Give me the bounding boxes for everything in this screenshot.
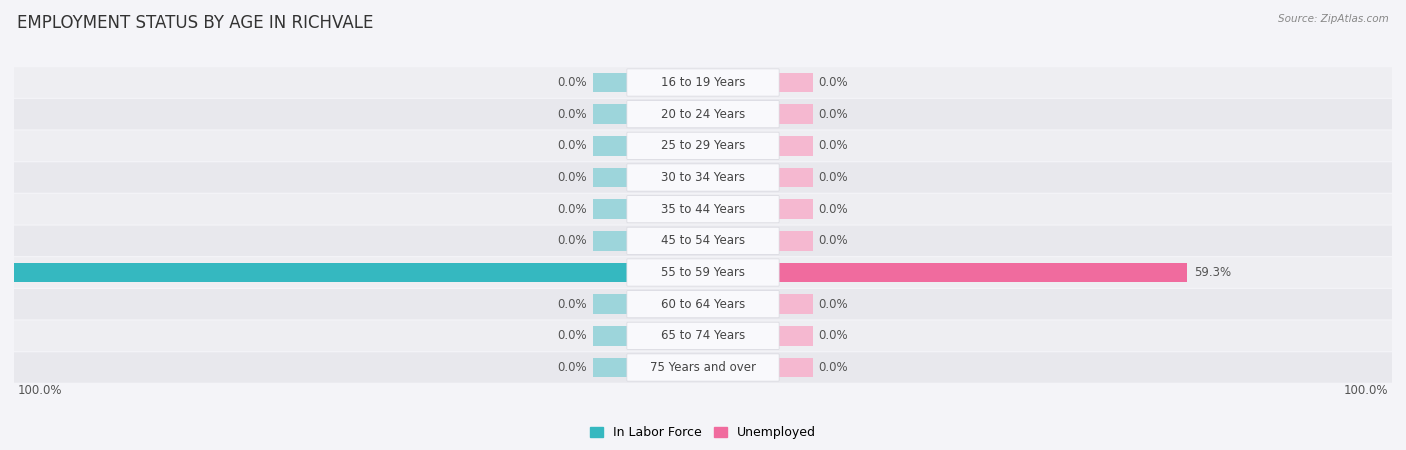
Text: 0.0%: 0.0% bbox=[818, 202, 848, 216]
Legend: In Labor Force, Unemployed: In Labor Force, Unemployed bbox=[585, 422, 821, 445]
FancyBboxPatch shape bbox=[627, 354, 779, 381]
FancyBboxPatch shape bbox=[14, 162, 1392, 193]
Text: 100.0%: 100.0% bbox=[17, 384, 62, 397]
FancyBboxPatch shape bbox=[627, 100, 779, 128]
Bar bbox=[779, 326, 813, 346]
Bar bbox=[779, 263, 1187, 282]
Text: 0.0%: 0.0% bbox=[818, 234, 848, 248]
Bar bbox=[593, 326, 627, 346]
Text: 0.0%: 0.0% bbox=[818, 297, 848, 310]
Bar bbox=[593, 168, 627, 187]
FancyBboxPatch shape bbox=[14, 99, 1392, 129]
Text: 0.0%: 0.0% bbox=[558, 171, 588, 184]
FancyBboxPatch shape bbox=[14, 130, 1392, 161]
Text: 75 Years and over: 75 Years and over bbox=[650, 361, 756, 374]
Text: 0.0%: 0.0% bbox=[818, 171, 848, 184]
FancyBboxPatch shape bbox=[14, 257, 1392, 288]
FancyBboxPatch shape bbox=[627, 227, 779, 254]
Bar bbox=[593, 358, 627, 377]
FancyBboxPatch shape bbox=[14, 289, 1392, 320]
FancyBboxPatch shape bbox=[627, 196, 779, 223]
Bar bbox=[593, 199, 627, 219]
FancyBboxPatch shape bbox=[627, 164, 779, 191]
FancyBboxPatch shape bbox=[14, 225, 1392, 256]
FancyBboxPatch shape bbox=[14, 68, 1392, 98]
Text: 0.0%: 0.0% bbox=[818, 140, 848, 153]
Text: 60 to 64 Years: 60 to 64 Years bbox=[661, 297, 745, 310]
Bar bbox=[593, 294, 627, 314]
Text: 20 to 24 Years: 20 to 24 Years bbox=[661, 108, 745, 121]
Text: 0.0%: 0.0% bbox=[558, 297, 588, 310]
Text: 35 to 44 Years: 35 to 44 Years bbox=[661, 202, 745, 216]
Bar bbox=[593, 104, 627, 124]
Text: 0.0%: 0.0% bbox=[818, 329, 848, 342]
Bar bbox=[779, 136, 813, 156]
Bar bbox=[779, 168, 813, 187]
Text: 100.0%: 100.0% bbox=[1344, 384, 1389, 397]
Text: 45 to 54 Years: 45 to 54 Years bbox=[661, 234, 745, 248]
Text: 0.0%: 0.0% bbox=[818, 361, 848, 374]
Bar bbox=[779, 294, 813, 314]
Bar bbox=[779, 104, 813, 124]
Text: 16 to 19 Years: 16 to 19 Years bbox=[661, 76, 745, 89]
FancyBboxPatch shape bbox=[14, 321, 1392, 351]
Text: EMPLOYMENT STATUS BY AGE IN RICHVALE: EMPLOYMENT STATUS BY AGE IN RICHVALE bbox=[17, 14, 373, 32]
FancyBboxPatch shape bbox=[627, 259, 779, 286]
Bar bbox=[779, 73, 813, 92]
FancyBboxPatch shape bbox=[14, 352, 1392, 382]
Text: 65 to 74 Years: 65 to 74 Years bbox=[661, 329, 745, 342]
FancyBboxPatch shape bbox=[627, 132, 779, 159]
Bar bbox=[779, 358, 813, 377]
Text: 25 to 29 Years: 25 to 29 Years bbox=[661, 140, 745, 153]
Text: 59.3%: 59.3% bbox=[1194, 266, 1232, 279]
Text: 55 to 59 Years: 55 to 59 Years bbox=[661, 266, 745, 279]
FancyBboxPatch shape bbox=[627, 69, 779, 96]
Text: 0.0%: 0.0% bbox=[558, 202, 588, 216]
Text: 0.0%: 0.0% bbox=[558, 76, 588, 89]
Bar bbox=[779, 199, 813, 219]
Bar bbox=[0, 263, 627, 282]
Text: 0.0%: 0.0% bbox=[558, 329, 588, 342]
Text: 30 to 34 Years: 30 to 34 Years bbox=[661, 171, 745, 184]
Text: 0.0%: 0.0% bbox=[558, 361, 588, 374]
Text: 0.0%: 0.0% bbox=[818, 76, 848, 89]
Text: 0.0%: 0.0% bbox=[818, 108, 848, 121]
FancyBboxPatch shape bbox=[627, 322, 779, 350]
Bar bbox=[593, 73, 627, 92]
Bar bbox=[779, 231, 813, 251]
Text: 0.0%: 0.0% bbox=[558, 140, 588, 153]
Text: 0.0%: 0.0% bbox=[558, 234, 588, 248]
Bar bbox=[593, 231, 627, 251]
Bar bbox=[593, 136, 627, 156]
FancyBboxPatch shape bbox=[627, 291, 779, 318]
FancyBboxPatch shape bbox=[14, 194, 1392, 225]
Text: 0.0%: 0.0% bbox=[558, 108, 588, 121]
Text: Source: ZipAtlas.com: Source: ZipAtlas.com bbox=[1278, 14, 1389, 23]
